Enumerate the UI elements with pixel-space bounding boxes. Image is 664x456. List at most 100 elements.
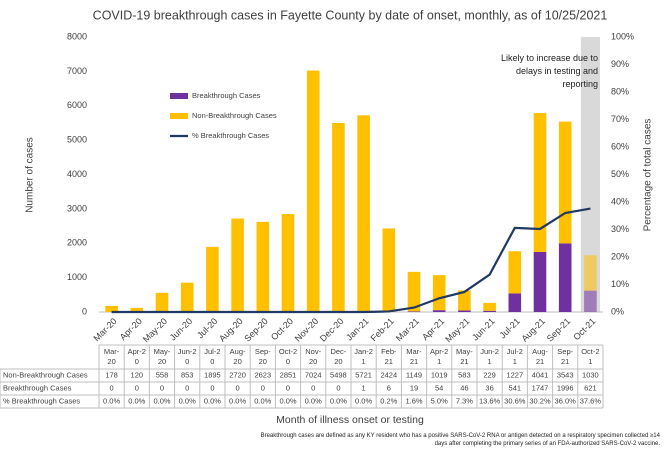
table-header-box: Apr-20 xyxy=(127,347,146,366)
legend-label: Breakthrough Cases xyxy=(192,91,261,100)
y2-tick-label: 10% xyxy=(611,279,629,289)
table-cell: 5721 xyxy=(355,370,372,379)
table-cell: 0 xyxy=(261,383,265,392)
table-header-box: Dec-20 xyxy=(330,347,346,366)
table-cell: 853 xyxy=(181,370,194,379)
table-cell: 0.0% xyxy=(103,396,120,405)
table-cell: 2424 xyxy=(380,370,397,379)
table-cell: 0.0% xyxy=(330,396,347,405)
table-header-box: May-21 xyxy=(456,347,473,366)
table-header: Oct-21 xyxy=(581,347,600,366)
bar xyxy=(584,290,597,312)
table-cell: 54 xyxy=(435,383,443,392)
table-cell: 0.0% xyxy=(305,396,322,405)
bar xyxy=(105,305,118,312)
x-tick-label: Apr-21 xyxy=(420,316,446,342)
table-cell: 36.0% xyxy=(555,396,577,405)
bar xyxy=(508,251,522,294)
table-header: Nov-20 xyxy=(305,347,322,366)
bar xyxy=(155,292,169,312)
table-cell: 19 xyxy=(410,383,418,392)
bar xyxy=(533,113,547,252)
chart-title: COVID-19 breakthrough cases in Fayette C… xyxy=(93,8,608,22)
table-cell: 178 xyxy=(105,370,118,379)
x-tick-label: Sep-21 xyxy=(545,316,573,344)
table-header: Apr-21 xyxy=(430,347,449,366)
x-tick-label: Nov-20 xyxy=(293,316,321,344)
table-header-box: Jun-21 xyxy=(480,347,499,366)
table-cell: 0.0% xyxy=(279,396,296,405)
table-cell: 7.3% xyxy=(456,396,473,405)
table-header-box: Mar-20 xyxy=(104,347,119,366)
table-cell: 5498 xyxy=(330,370,347,379)
table-cell: 2720 xyxy=(229,370,246,379)
table-header: Feb-21 xyxy=(381,347,397,366)
y2-tick-label: 70% xyxy=(611,114,629,124)
table-cell: 6 xyxy=(387,383,391,392)
y2-tick-label: 80% xyxy=(611,86,629,96)
y2-tick-label: 40% xyxy=(611,196,629,206)
table-header: Aug-21 xyxy=(532,347,548,366)
x-tick-label: Mar-20 xyxy=(91,316,118,343)
table-cell: 0 xyxy=(160,383,164,392)
table-header: Jan-21 xyxy=(354,347,373,366)
table-header: Apr-20 xyxy=(127,347,146,366)
table-cell: 36 xyxy=(485,383,493,392)
table-cell: 0.0% xyxy=(128,396,145,405)
x-tick-label: May-20 xyxy=(141,316,169,344)
annotation-box: Likely to increase due to delays in test… xyxy=(501,53,598,89)
bar xyxy=(256,221,270,312)
table-header: Jun-20 xyxy=(177,347,197,366)
footnote: Breakthrough cases are defined as any KY… xyxy=(260,433,660,447)
line xyxy=(111,207,591,314)
footnote-box: Breakthrough cases are defined as any KY… xyxy=(260,433,660,447)
table-cell: 0 xyxy=(286,383,290,392)
table-header: Aug-20 xyxy=(229,347,246,366)
table-cell: 621 xyxy=(584,383,597,392)
table-cell: 5.0% xyxy=(431,396,448,405)
table-cell: 558 xyxy=(156,370,169,379)
legend-label: Non-Breakthrough Cases xyxy=(192,111,277,120)
table-row-label: % Breakthrough Cases xyxy=(3,396,80,405)
table-cell: 0 xyxy=(185,383,189,392)
bar xyxy=(357,115,370,312)
bar xyxy=(206,246,219,312)
table-header: May-21 xyxy=(456,347,473,366)
table-header-box: Jan-21 xyxy=(354,347,373,366)
x-tick-label: Jul-21 xyxy=(497,316,521,340)
x-tick-label: Jan-21 xyxy=(344,316,371,343)
bar xyxy=(533,251,547,312)
x-tick-label: Jun-20 xyxy=(168,316,195,343)
table-header: Jul-20 xyxy=(204,347,221,366)
bar xyxy=(332,123,345,312)
x-tick-label: Jun-21 xyxy=(470,316,497,343)
bar xyxy=(558,243,572,312)
table-header: May-20 xyxy=(153,347,171,366)
table-cell: 1747 xyxy=(532,383,549,392)
bar xyxy=(130,307,144,312)
table-cell: 120 xyxy=(131,370,144,379)
table-header: Oct-20 xyxy=(278,347,298,366)
table-row-label: Breakthrough Cases xyxy=(3,383,72,392)
table-cell: 0.0% xyxy=(179,396,196,405)
table-header-box: Jul-20 xyxy=(204,347,221,366)
x-tick-label: May-21 xyxy=(443,316,471,344)
table-cell: 0.0% xyxy=(254,396,271,405)
table-cell: 0 xyxy=(210,383,214,392)
table-header-box: Aug-21 xyxy=(532,347,548,366)
bar xyxy=(306,70,320,312)
table-cell: 46 xyxy=(460,383,468,392)
table-cell: 3543 xyxy=(557,370,574,379)
bar xyxy=(180,282,194,312)
x-tick-label: Jul-20 xyxy=(195,316,219,340)
table-cell: 1895 xyxy=(204,370,221,379)
table-header-box: Apr-21 xyxy=(430,347,449,366)
x-tick-label: Dec-20 xyxy=(318,316,346,344)
y-tick-label: 5000 xyxy=(67,135,87,145)
table-cell: 0.0% xyxy=(204,396,221,405)
y-tick-label: 1000 xyxy=(67,272,87,282)
x-tick-label: Oct-20 xyxy=(269,316,295,342)
table-cell: 229 xyxy=(483,370,496,379)
table-cell: 0 xyxy=(135,383,139,392)
table-cell: 1227 xyxy=(506,370,523,379)
